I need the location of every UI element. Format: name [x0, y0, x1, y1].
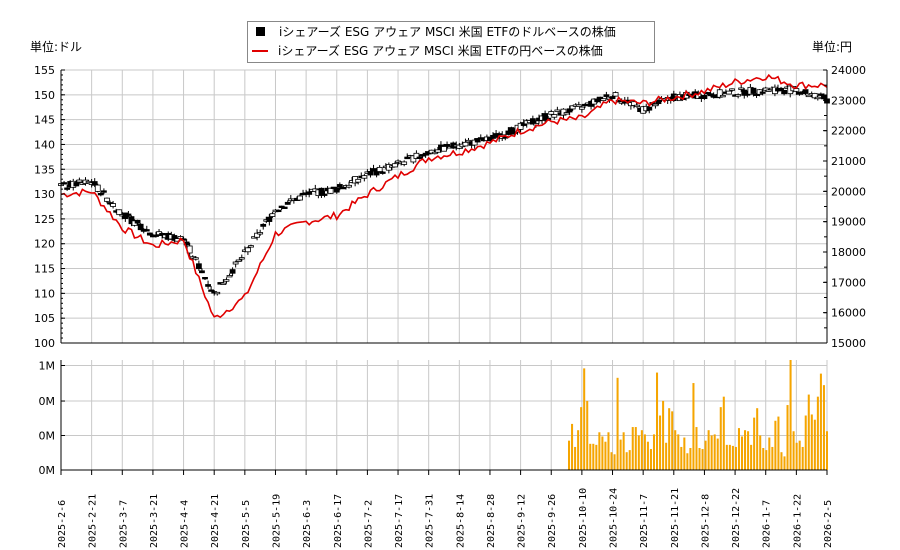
- svg-text:2025-7-17: 2025-7-17: [394, 494, 405, 548]
- svg-text:2025-11-21: 2025-11-21: [670, 488, 681, 548]
- svg-text:2025-10-10: 2025-10-10: [578, 488, 589, 548]
- svg-text:2025-3-7: 2025-3-7: [118, 500, 129, 548]
- svg-text:2025-12-8: 2025-12-8: [700, 494, 711, 548]
- svg-text:145: 145: [34, 114, 55, 127]
- svg-text:2025-4-21: 2025-4-21: [210, 494, 221, 548]
- chart-axes: [60, 69, 828, 475]
- svg-text:2025-4-4: 2025-4-4: [180, 500, 191, 548]
- svg-text:2025-5-5: 2025-5-5: [241, 500, 252, 548]
- svg-text:120: 120: [34, 238, 55, 251]
- svg-text:22000: 22000: [831, 125, 866, 138]
- svg-text:2026-1-7: 2026-1-7: [762, 500, 773, 548]
- svg-text:18000: 18000: [831, 246, 866, 259]
- svg-text:2025-2-6: 2025-2-6: [57, 500, 68, 548]
- svg-text:2025-9-12: 2025-9-12: [517, 494, 528, 548]
- svg-text:0M: 0M: [39, 464, 56, 477]
- svg-text:2025-9-26: 2025-9-26: [547, 494, 558, 548]
- svg-text:100: 100: [34, 337, 55, 350]
- svg-text:2025-6-17: 2025-6-17: [333, 494, 344, 548]
- svg-text:155: 155: [34, 64, 55, 77]
- svg-text:2025-5-19: 2025-5-19: [271, 494, 282, 548]
- svg-text:2025-3-21: 2025-3-21: [149, 494, 160, 548]
- red-line-icon: [252, 49, 268, 52]
- svg-text:115: 115: [34, 263, 55, 276]
- svg-text:150: 150: [34, 89, 55, 102]
- svg-text:2025-10-24: 2025-10-24: [609, 488, 620, 548]
- legend-item-usd: iシェアーズ ESG アウェア MSCI 米国 ETFのドルベースの株価: [248, 22, 654, 41]
- svg-text:15000: 15000: [831, 337, 866, 350]
- svg-text:19000: 19000: [831, 216, 866, 229]
- jpy-price-line: [60, 73, 828, 319]
- price-grid: [60, 69, 828, 344]
- svg-text:17000: 17000: [831, 276, 866, 289]
- svg-text:130: 130: [34, 188, 55, 201]
- usd-candlesticks: [58, 83, 830, 296]
- svg-text:2025-8-28: 2025-8-28: [486, 494, 497, 548]
- svg-text:0M: 0M: [39, 395, 56, 408]
- svg-text:2026-2-5: 2026-2-5: [823, 500, 834, 548]
- svg-text:2025-7-2: 2025-7-2: [363, 500, 374, 548]
- svg-text:21000: 21000: [831, 155, 866, 168]
- axis-labels: 2025-2-6 2025-2-21 2025-3-7 2025-3-21 2025-4…: [34, 64, 866, 548]
- black-square-icon: [256, 27, 265, 36]
- svg-text:2026-1-22: 2026-1-22: [792, 494, 803, 548]
- left-unit-label: 単位:ドル: [30, 40, 83, 54]
- right-unit-label: 単位:円: [812, 40, 853, 54]
- svg-text:125: 125: [34, 213, 55, 226]
- legend-item-jpy: iシェアーズ ESG アウェア MSCI 米国 ETFの円ベースの株価: [248, 41, 654, 60]
- svg-text:110: 110: [34, 287, 55, 300]
- svg-text:16000: 16000: [831, 307, 866, 320]
- svg-text:135: 135: [34, 163, 55, 176]
- svg-text:2025-11-7: 2025-11-7: [639, 494, 650, 548]
- svg-text:140: 140: [34, 138, 55, 151]
- svg-text:2025-8-14: 2025-8-14: [455, 494, 466, 548]
- svg-text:0M: 0M: [39, 430, 56, 443]
- svg-text:2025-7-31: 2025-7-31: [425, 494, 436, 548]
- svg-text:1M: 1M: [39, 360, 56, 373]
- svg-text:24000: 24000: [831, 64, 866, 77]
- volume-bars: [568, 360, 828, 470]
- svg-text:23000: 23000: [831, 94, 866, 107]
- svg-text:20000: 20000: [831, 185, 866, 198]
- svg-text:2025-6-3: 2025-6-3: [302, 500, 313, 548]
- svg-text:105: 105: [34, 312, 55, 325]
- legend-label-jpy: iシェアーズ ESG アウェア MSCI 米国 ETFの円ベースの株価: [278, 43, 603, 58]
- svg-text:2025-2-21: 2025-2-21: [88, 494, 99, 548]
- legend-label-usd: iシェアーズ ESG アウェア MSCI 米国 ETFのドルベースの株価: [279, 24, 616, 39]
- chart-legend: iシェアーズ ESG アウェア MSCI 米国 ETFのドルベースの株価 iシェ…: [247, 21, 655, 63]
- svg-text:2025-12-22: 2025-12-22: [731, 488, 742, 548]
